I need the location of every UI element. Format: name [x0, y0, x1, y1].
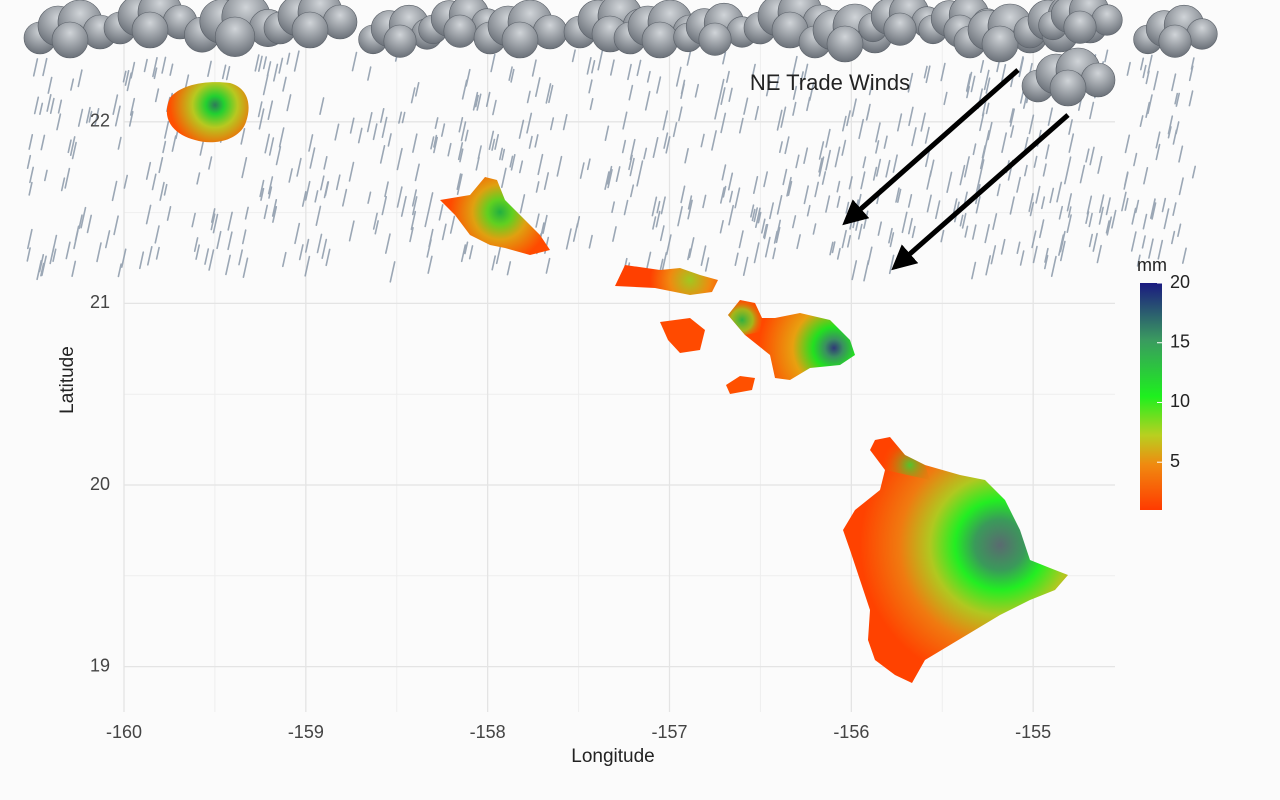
cloud [473, 0, 568, 59]
cloud-puff [1080, 62, 1116, 98]
x-tick-label: -157 [651, 722, 687, 742]
cloud [23, 0, 118, 59]
cloud [1021, 47, 1116, 107]
cloud-puff [1063, 10, 1097, 44]
cloud-puff [1091, 4, 1123, 36]
annotation: NE Trade Winds [750, 70, 910, 95]
cloud [103, 0, 198, 49]
colorbar-tick-label: 15 [1170, 331, 1190, 351]
wind-arrow [891, 113, 1070, 271]
cloud-puff [698, 22, 732, 56]
x-tick-label: -159 [288, 722, 324, 742]
cloud-puff [383, 24, 417, 58]
cloud-puff [291, 11, 329, 49]
cloud-puff [1158, 24, 1192, 58]
x-tick-label: -160 [106, 722, 142, 742]
cloud [1038, 0, 1123, 44]
cloud [613, 0, 708, 59]
island-hawaii [843, 437, 1068, 683]
colorbar-tick-label: 10 [1170, 391, 1190, 411]
cloud-puff [641, 21, 679, 59]
colorbar-tick-label: 20 [1170, 272, 1190, 292]
cloud [1133, 4, 1218, 58]
cloud [743, 0, 838, 49]
colorbar-tick-label: 5 [1170, 451, 1180, 471]
cloud-puff [826, 25, 864, 63]
island-west-maui [728, 300, 762, 335]
island-lanai [660, 318, 705, 353]
y-tick-label: 21 [90, 292, 110, 312]
island-kauai [166, 82, 249, 143]
cloud-puff [131, 11, 169, 49]
cloud-puff [443, 14, 477, 48]
cloud-puff [501, 21, 539, 59]
island-kohala [870, 437, 930, 480]
cloud-puff [883, 12, 917, 46]
island-oahu [440, 177, 550, 255]
cloud-puff [981, 25, 1019, 63]
cloud-puff [322, 4, 358, 40]
cloud-puff [1186, 18, 1218, 50]
colorbar [1140, 283, 1162, 510]
clouds [23, 0, 1218, 107]
cloud-puff [1049, 69, 1087, 107]
y-tick-label: 22 [90, 111, 110, 131]
cloud-puff [51, 21, 89, 59]
cloud [858, 0, 943, 46]
x-axis-title: Longitude [571, 746, 654, 767]
cloud-puff [532, 14, 568, 50]
island-molokai [615, 265, 718, 295]
x-tick-label: -155 [1015, 722, 1051, 742]
colorbar-title: mm [1137, 255, 1167, 275]
x-tick-label: -156 [833, 722, 869, 742]
y-axis-title: Latitude [57, 346, 78, 414]
y-tick-label: 19 [90, 655, 110, 675]
cloud [418, 0, 503, 48]
wind-arrow [842, 68, 1020, 226]
island-kahoolawe [726, 376, 755, 394]
wind-arrows [842, 68, 1070, 271]
islands [166, 82, 1068, 683]
cloud-puff [214, 16, 256, 57]
x-tick-label: -158 [470, 722, 506, 742]
cloud [263, 0, 358, 49]
y-tick-label: 20 [90, 474, 110, 494]
